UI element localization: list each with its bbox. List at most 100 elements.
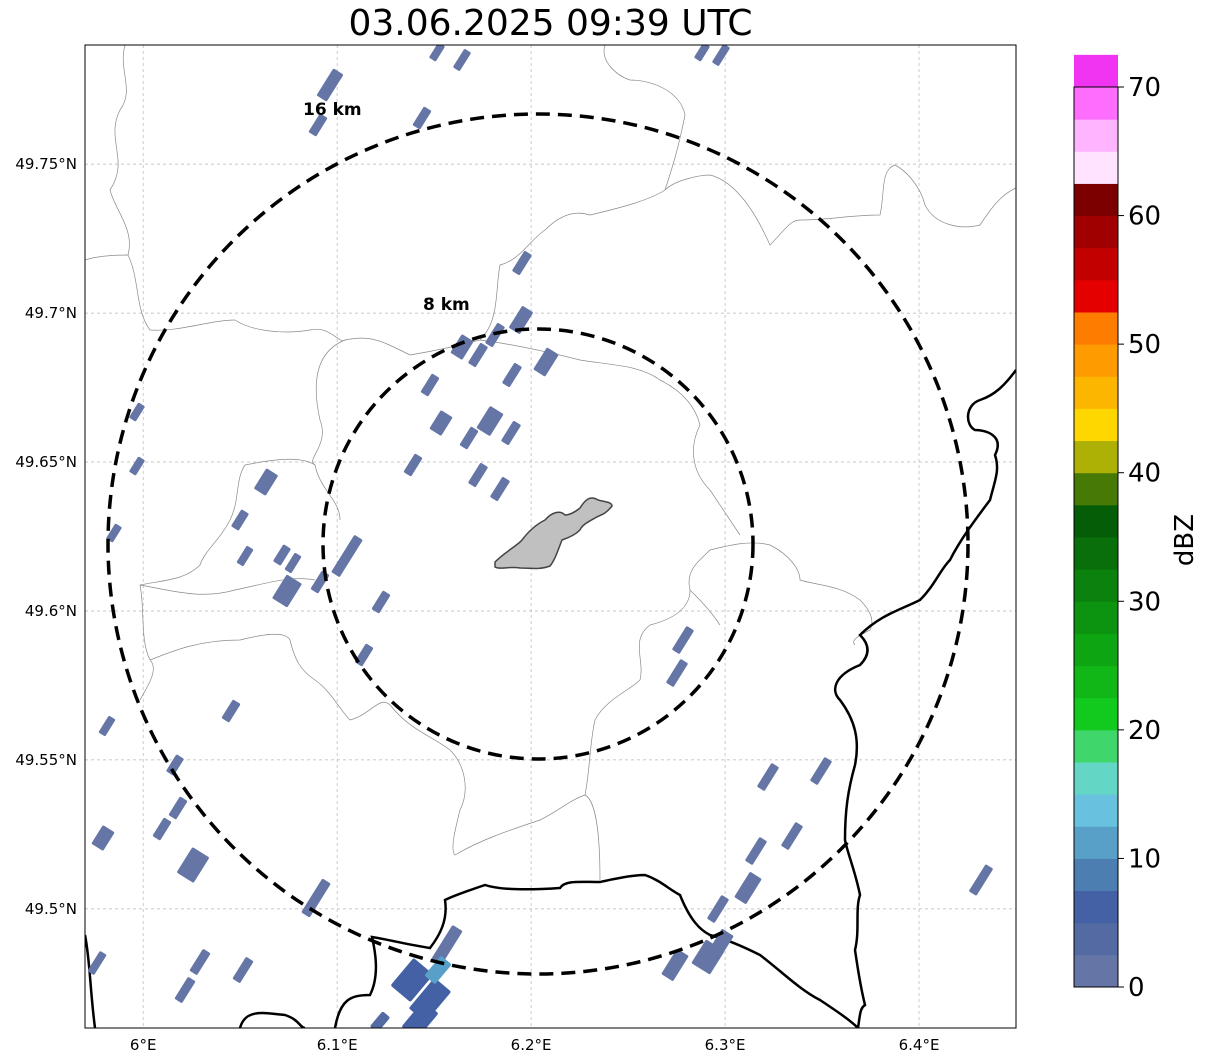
colorbar-bin [1074,376,1118,409]
radar-echo [429,410,453,436]
x-tick-label: 6.1°E [317,1036,358,1054]
radar-echo [232,957,254,983]
colorbar-tick-label: 70 [1128,73,1161,103]
colorbar-bin [1074,472,1118,506]
y-tick-label: 49.5°N [25,900,77,918]
range-ring-16km [106,112,970,976]
colorbar-tick-label: 0 [1128,973,1145,1003]
y-tick-label: 49.65°N [15,453,77,471]
radar-echo [501,421,521,445]
radar-echo [316,68,344,102]
colorbar-bin [1074,215,1118,249]
radar-echo [331,535,363,577]
radar-echo [734,872,762,904]
y-tick-label: 49.7°N [25,304,77,322]
colorbar-bin [1074,119,1118,152]
colorbar: 0 10 20 30 40 50 60 70 [1073,54,1161,1003]
radar-echo [453,49,471,71]
colorbar-bin [1074,922,1118,956]
radar-echo [221,699,241,723]
radar-echo [189,949,211,975]
y-tick-label: 49.75°N [15,155,77,173]
radar-echo [468,343,488,367]
radar-echo [666,659,688,687]
colorbar-bin [1074,247,1118,281]
radar-echo [87,951,107,975]
radar-echo [431,925,463,965]
colorbar-bin [1074,665,1118,699]
colorbar-frame [1073,86,1119,988]
radar-echo [354,643,374,667]
radar-echo [98,715,116,737]
range-ring-label-8km: 8 km [423,295,470,315]
radar-echo [969,864,993,896]
radar-echo [403,453,423,477]
radar-echo [745,837,767,865]
radar-echo [273,544,291,566]
colorbar-bin [1074,440,1118,474]
x-tick-label: 6°E [130,1036,157,1054]
x-tick-label: 6.3°E [705,1036,746,1054]
radar-echo [512,251,532,275]
colorbar-bin [1074,279,1118,313]
radar-echo [672,626,694,654]
colorbar-bin [1074,762,1118,795]
colorbar-bin [1074,954,1118,988]
colorbar-bin [1074,87,1118,120]
radar-echo-strong [425,956,451,984]
radar-echo [781,822,803,850]
radar-echo-strong [402,1001,438,1028]
radar-echo [106,523,122,543]
radar-echo [707,895,729,923]
radar-echo [694,45,710,62]
radar-echo [177,847,209,883]
radar-echo-strong [391,958,433,1002]
radar-echo [91,825,115,851]
colorbar-tick-label: 20 [1128,716,1161,746]
radar-echo [661,949,689,981]
radar-echo [509,306,533,334]
radar-echo [502,363,522,387]
radar-echo [459,426,479,450]
colorbar-bin [1074,697,1118,731]
colorbar-tick-label: 10 [1128,844,1161,874]
x-tick-label: 6.2°E [511,1036,552,1054]
radar-echo [152,817,172,841]
map-frame [84,44,1017,1029]
radar-echo [450,334,474,360]
radar-echo [429,45,445,62]
colorbar-bin [1074,794,1118,827]
range-ring-8km [321,327,755,761]
radar-echoes [87,45,993,1028]
radar-echo [371,590,391,614]
colorbar-label: dBZ [1170,514,1200,566]
colorbar-bin [1074,344,1118,377]
radar-echo [272,574,302,608]
colorbar-bin [1074,601,1118,634]
y-tick-label: 49.6°N [25,602,77,620]
colorbar-bin [1074,858,1118,892]
gridlines [85,45,1016,1028]
colorbar-tick-label: 40 [1128,459,1161,489]
radar-echo [231,509,249,531]
radar-echo [284,552,302,574]
colorbar-bin [1074,312,1118,345]
radar-echo [712,45,730,66]
radar-echo [254,468,278,496]
urban-area [494,497,613,570]
radar-echo [236,545,254,567]
range-ring-label-16km: 16 km [303,100,362,120]
radar-echo [691,939,725,975]
colorbar-bin [1074,826,1118,859]
x-axis-ticks: 6°E 6.1°E 6.2°E 6.3°E 6.4°E [130,1036,940,1054]
radar-echo-strong [370,1011,390,1028]
colorbar-bin [1074,569,1118,602]
colorbar-tick-label: 50 [1128,330,1161,360]
map-title: 03.06.2025 09:39 UTC [348,3,753,44]
radar-echo [301,878,331,918]
radar-echo [468,463,488,487]
country-border [85,369,1016,1028]
y-axis-ticks: 49.5°N 49.55°N 49.6°N 49.65°N 49.7°N 49.75°N [15,155,77,918]
colorbar-bin [1074,408,1118,442]
colorbar-bin [1074,537,1118,570]
